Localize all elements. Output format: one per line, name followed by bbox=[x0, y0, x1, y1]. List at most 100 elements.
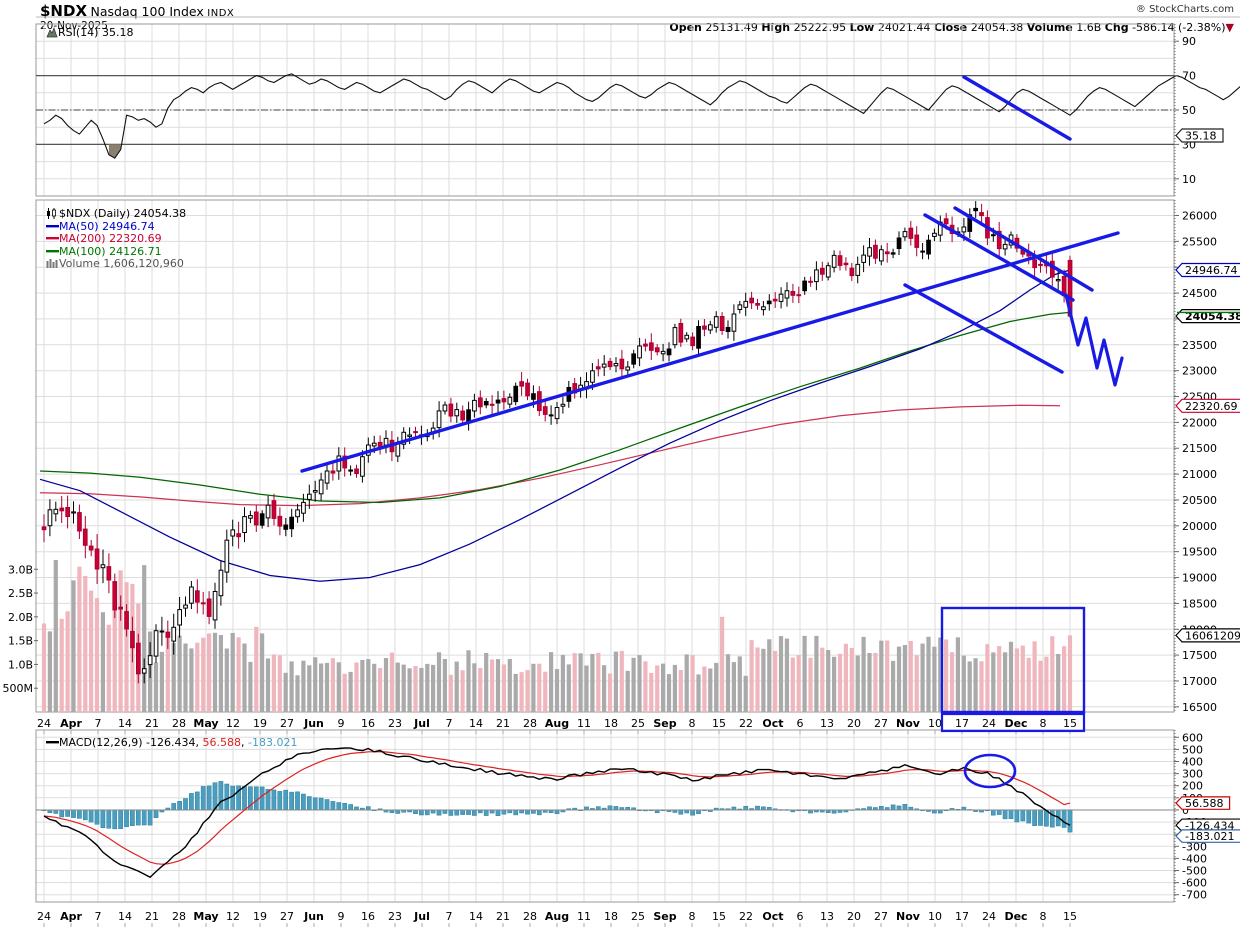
channel-upper-line[interactable] bbox=[923, 213, 1075, 302]
candle-body bbox=[690, 336, 695, 347]
volume-bar bbox=[342, 673, 347, 712]
volume-bar bbox=[112, 589, 117, 712]
volume-bar bbox=[549, 652, 554, 712]
volume-bar bbox=[773, 650, 778, 712]
xaxis-date-label: 14 bbox=[469, 717, 483, 730]
volume-bar bbox=[985, 644, 990, 712]
symbol-ticker: $NDX bbox=[40, 2, 88, 20]
volume-bar bbox=[442, 659, 447, 712]
channel-lower-line[interactable] bbox=[903, 283, 1064, 374]
macd-histogram-bar bbox=[200, 786, 206, 811]
price-panel-frame bbox=[35, 199, 1175, 713]
volume-bar bbox=[891, 660, 896, 712]
candle-body bbox=[460, 410, 465, 421]
candle-body bbox=[778, 293, 784, 302]
volume-highlight-rect[interactable] bbox=[940, 606, 1086, 714]
projected-decline-zigzag[interactable] bbox=[1064, 293, 1124, 387]
macd-histogram-tag[interactable]: -183.021 bbox=[1175, 829, 1240, 843]
xaxis-date-label: 10 bbox=[928, 717, 942, 730]
macd-histogram-bar bbox=[259, 786, 265, 811]
macd-signal-line bbox=[43, 750, 1071, 865]
candle-body bbox=[613, 363, 619, 367]
candle-body bbox=[979, 212, 984, 217]
macd-histogram-bar bbox=[330, 801, 336, 811]
macd-histogram-bar bbox=[365, 806, 371, 811]
macd-histogram-bar bbox=[1061, 809, 1067, 828]
rsi-line bbox=[43, 73, 1240, 159]
macd-panel-frame bbox=[35, 729, 1175, 903]
channel-resistance-line[interactable] bbox=[953, 206, 1094, 292]
volume-bar bbox=[265, 658, 271, 712]
macd-signal-tag[interactable]: 56.588 bbox=[1175, 796, 1231, 810]
volume-bar bbox=[495, 659, 501, 712]
candle-body bbox=[996, 230, 1002, 250]
candle-body bbox=[1055, 279, 1061, 282]
volume-bar bbox=[83, 575, 88, 712]
macd-histogram-bar bbox=[171, 803, 177, 811]
xaxis-date-label: 24 bbox=[982, 910, 996, 923]
xaxis-date-label: 17 bbox=[955, 717, 969, 730]
macd-histogram-bar bbox=[495, 809, 501, 816]
macd-histogram-bar bbox=[867, 806, 872, 811]
xaxis-date-label: 21 bbox=[496, 910, 510, 923]
price-tag-label: 22320.69 bbox=[1185, 400, 1238, 413]
candle-body bbox=[71, 511, 76, 514]
macd-axis-label: -700 bbox=[1182, 889, 1207, 902]
volume-bar bbox=[684, 654, 689, 712]
candle-body bbox=[501, 398, 507, 403]
macd-histogram-bar bbox=[106, 809, 112, 829]
ma100-swatch-icon bbox=[46, 249, 59, 253]
xaxis-date-label: Jun bbox=[303, 910, 324, 923]
price-tag-box bbox=[1175, 262, 1240, 278]
price-axis-label: 16500 bbox=[1182, 701, 1217, 714]
macd-histogram-bar bbox=[1038, 809, 1043, 826]
xaxis-date-label: 23 bbox=[388, 910, 402, 923]
ma50-price-tag[interactable]: 24946.74 bbox=[1175, 262, 1240, 278]
volume-bar bbox=[896, 646, 902, 712]
volume-bar bbox=[602, 665, 607, 712]
volume-bar bbox=[413, 666, 418, 712]
xaxis-date-label: 19 bbox=[253, 717, 267, 730]
candle-body bbox=[312, 490, 318, 493]
candle-body bbox=[607, 360, 613, 368]
volume-bar bbox=[436, 652, 442, 712]
candle-body bbox=[920, 250, 925, 253]
xaxis-date-label: 24 bbox=[982, 717, 996, 730]
candle-body bbox=[265, 504, 271, 519]
price-axis-label: 26000 bbox=[1182, 210, 1217, 223]
volume-axis-label: 2.0B bbox=[8, 611, 33, 624]
xaxis-date-label: 28 bbox=[523, 717, 537, 730]
volume-bar bbox=[861, 636, 866, 712]
xaxis-date-label: 7 bbox=[95, 910, 102, 923]
volume-bar bbox=[378, 667, 383, 712]
xaxis-date-label: 18 bbox=[604, 717, 618, 730]
xaxis-date-label: 18 bbox=[604, 910, 618, 923]
volume-bar bbox=[590, 653, 595, 712]
candle-body bbox=[631, 353, 636, 365]
price-axis-label: 21500 bbox=[1182, 442, 1217, 455]
volume-tag[interactable]: 16061209 bbox=[1175, 628, 1240, 643]
rising-trendline[interactable] bbox=[300, 231, 1120, 473]
macd-crossover-ellipse[interactable] bbox=[963, 753, 1017, 789]
rsi-value-tag[interactable]: 35.18 bbox=[1175, 128, 1224, 143]
candle-body bbox=[790, 291, 796, 296]
last-price-tag[interactable]: 24054.38 bbox=[1175, 309, 1240, 324]
ma200-price-tag[interactable]: 22320.69 bbox=[1175, 398, 1240, 413]
xaxis-date-label: 22 bbox=[739, 910, 753, 923]
candle-body bbox=[755, 303, 760, 306]
xaxis-date-label: 28 bbox=[172, 717, 186, 730]
macd-value-tag[interactable]: -126.434 bbox=[1175, 818, 1240, 832]
rsi-oversold-fill bbox=[108, 144, 121, 159]
price-legend-row-ma50: MA(50) 24946.74 bbox=[46, 220, 186, 234]
change-down-arrow-icon: ▼ bbox=[1225, 21, 1234, 34]
volume-bar bbox=[625, 670, 630, 712]
price-legend: $NDX (Daily) 24054.38 MA(50) 24946.74 MA… bbox=[46, 207, 186, 271]
candle-body bbox=[195, 590, 200, 603]
date-range-highlight[interactable] bbox=[940, 712, 1086, 733]
xaxis-date-label: 15 bbox=[1063, 717, 1077, 730]
volume-bar bbox=[330, 658, 335, 712]
macd-histogram-bar bbox=[1067, 809, 1073, 833]
price-tag-label: 24946.74 bbox=[1185, 264, 1238, 277]
volume-bar bbox=[71, 580, 76, 712]
volume-bar bbox=[743, 675, 748, 712]
